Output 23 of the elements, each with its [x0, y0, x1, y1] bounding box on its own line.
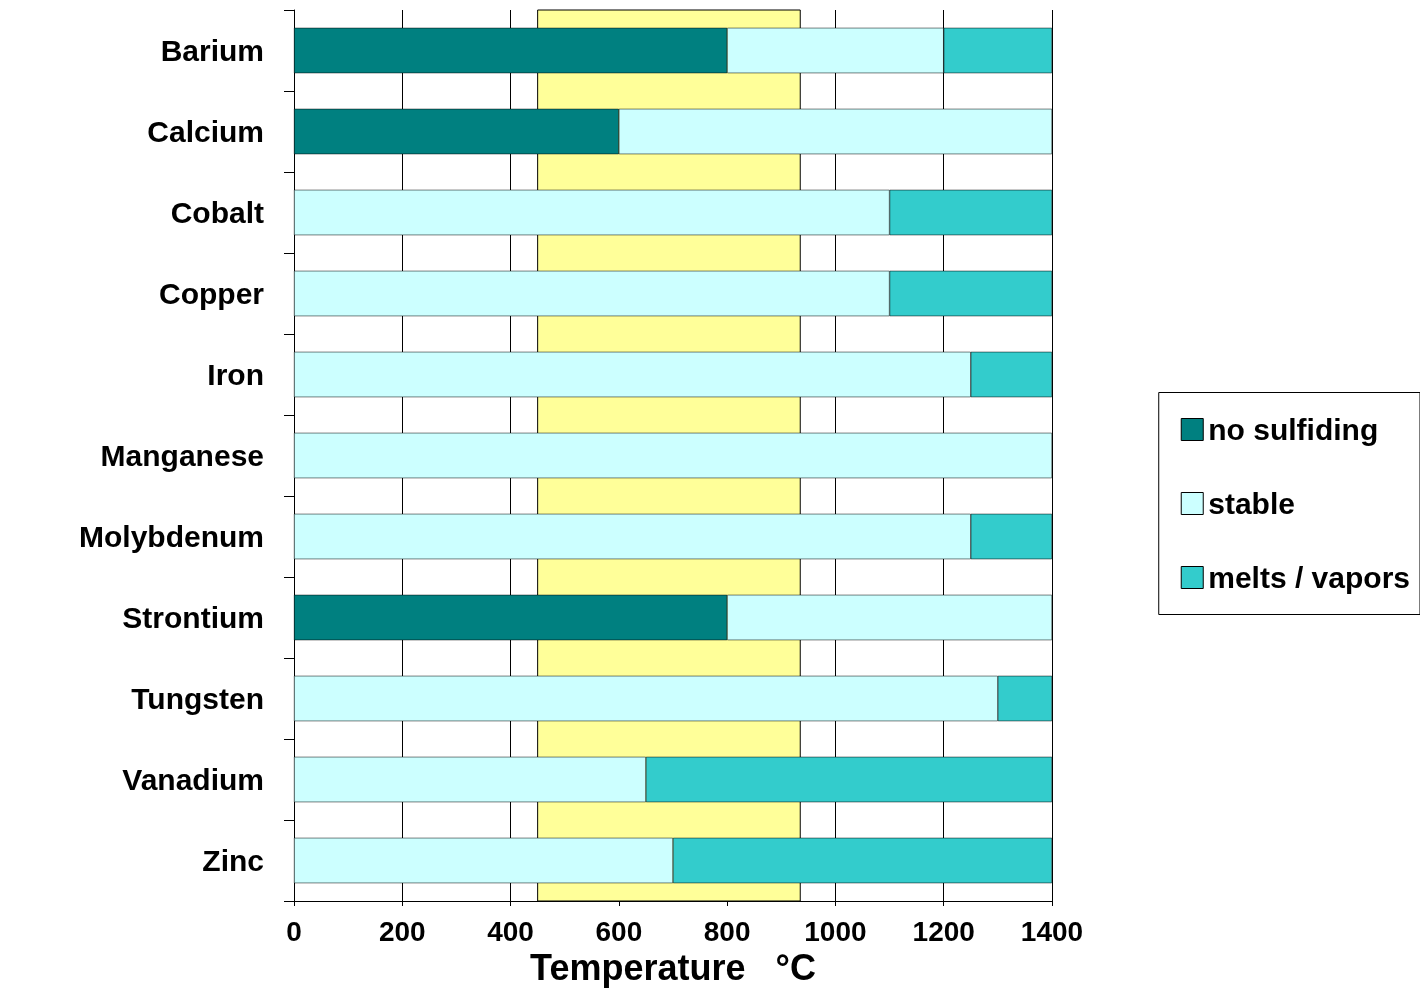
x-tick-label: 400: [487, 915, 534, 947]
x-tick-label: 1200: [912, 915, 975, 947]
y-tick-label: Zinc: [202, 844, 264, 877]
y-tick-label: Barium: [160, 34, 264, 67]
legend-label: no sulfiding: [1208, 413, 1379, 446]
y-tick-label: Vanadium: [122, 763, 264, 796]
y-tick-label: Molybdenum: [79, 520, 264, 553]
y-tick-label: Calcium: [147, 115, 264, 148]
x-tick-label: 600: [595, 915, 643, 947]
x-tick-label: 800: [703, 915, 751, 947]
y-tick-label: Tungsten: [131, 682, 264, 715]
legend-label: melts / vapors: [1208, 561, 1411, 594]
y-tick-label: Strontium: [122, 601, 264, 634]
x-axis-title: Temperature °C: [530, 947, 816, 989]
x-tick-label: 1000: [804, 915, 867, 947]
y-tick-label: Iron: [207, 358, 264, 391]
y-tick-label: Manganese: [100, 439, 264, 472]
x-tick-label: 1400: [1020, 915, 1084, 947]
y-tick-label: Copper: [159, 277, 265, 310]
y-tick-label: Cobalt: [170, 196, 265, 229]
x-tick-label: 200: [378, 915, 426, 947]
legend-label: stable: [1208, 487, 1295, 520]
x-tick-label: 0: [286, 915, 302, 947]
